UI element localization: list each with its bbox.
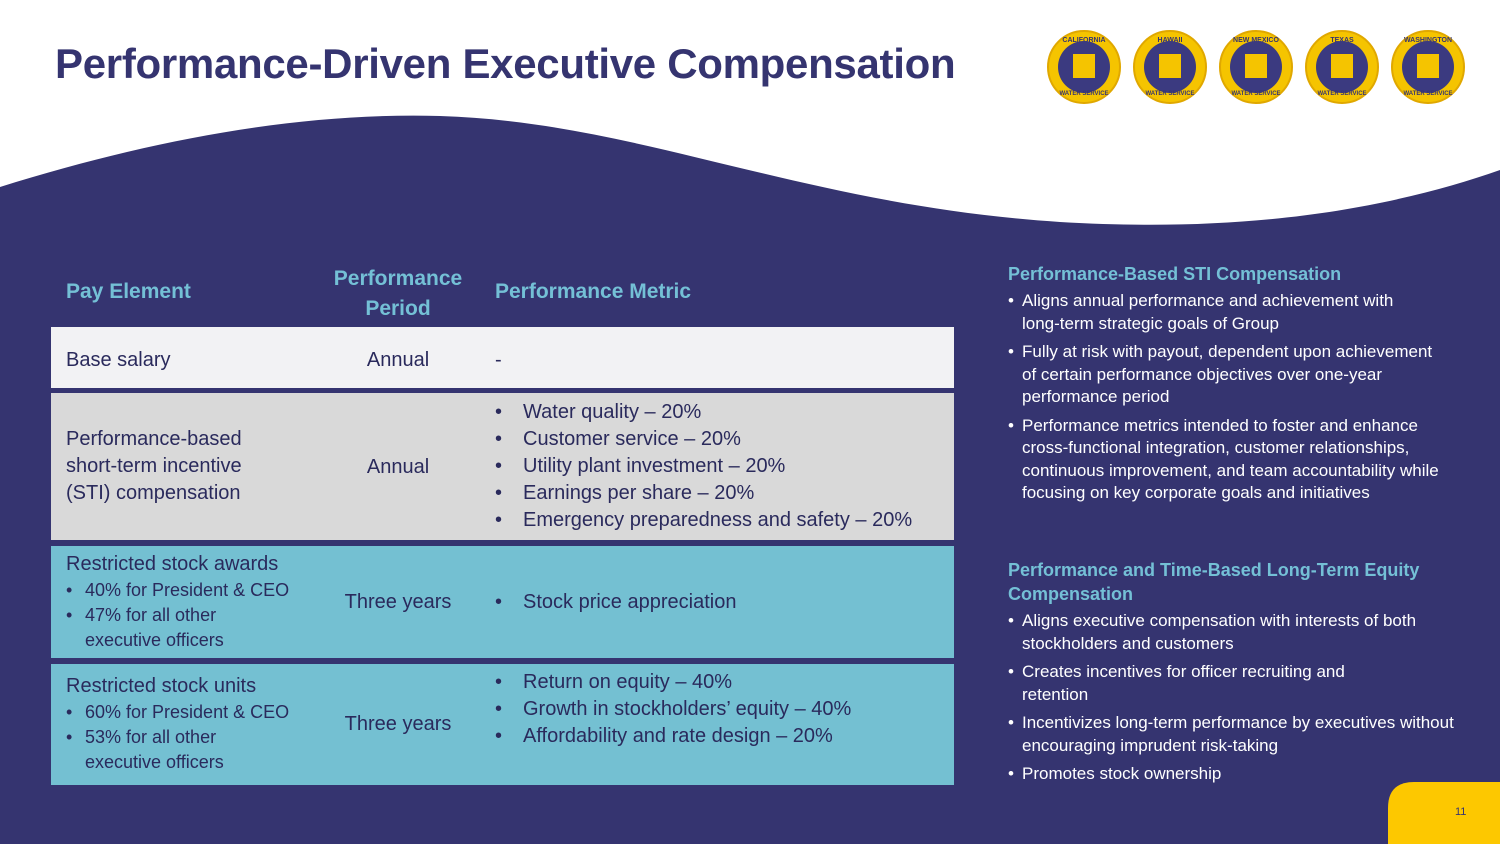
list-item: Performance metrics intended to foster a…: [1008, 415, 1458, 505]
new-mexico-water-service-logo: NEW MEXICO WATER SERVICE: [1219, 30, 1293, 104]
page-title: Performance-Driven Executive Compensatio…: [55, 40, 956, 87]
pay-element-cell: Restricted stock awards 40% for Presiden…: [66, 551, 316, 653]
lti-heading: Performance and Time-Based Long-Term Equ…: [1008, 560, 1420, 604]
metric-list: Return on equity – 40% Growth in stockho…: [495, 669, 950, 750]
logo-top-text: TEXAS: [1307, 37, 1377, 44]
texas-water-service-logo: TEXAS WATER SERVICE: [1305, 30, 1379, 104]
metric-list: Stock price appreciation: [495, 589, 950, 616]
hawaii-map-icon: [1159, 54, 1181, 78]
california-map-icon: [1073, 54, 1095, 78]
washington-water-service-logo: WASHINGTON WATER SERVICE: [1391, 30, 1465, 104]
logo-bottom-text: WATER SERVICE: [1403, 91, 1453, 97]
table-row: Performance-based short-term incentive (…: [51, 393, 954, 540]
period-cell: Annual: [366, 456, 430, 478]
header-pay-element: Pay Element: [66, 280, 191, 303]
list-item: Customer service – 20%: [495, 426, 950, 453]
logo-bottom-text: WATER SERVICE: [1145, 91, 1195, 97]
pay-element-cell: Performance-based short-term incentive (…: [66, 428, 242, 504]
page-number: 11: [1455, 806, 1467, 818]
list-item: Creates incentives for officer recruitin…: [1008, 661, 1407, 706]
list-item: Water quality – 20%: [495, 399, 950, 426]
list-item: Aligns annual performance and achievemen…: [1008, 290, 1412, 335]
allocation-list: 60% for President & CEO 53% for all othe…: [66, 700, 316, 775]
new-mexico-map-icon: [1245, 54, 1267, 78]
metric-list: Water quality – 20% Customer service – 2…: [495, 399, 950, 534]
sti-heading: Performance-Based STI Compensation: [1008, 264, 1342, 284]
table-row: Restricted stock units 60% for President…: [51, 664, 954, 785]
list-item: Return on equity – 40%: [495, 669, 950, 696]
texas-map-icon: [1331, 54, 1353, 78]
list-item: Aligns executive compensation with inter…: [1008, 610, 1422, 655]
lti-compensation-panel: Performance and Time-Based Long-Term Equ…: [1008, 558, 1458, 792]
pay-element-title: Restricted stock units: [66, 675, 257, 697]
pay-element-cell: Restricted stock units 60% for President…: [66, 673, 316, 775]
logo-bottom-text: WATER SERVICE: [1231, 91, 1281, 97]
list-item: 40% for President & CEO: [66, 578, 316, 603]
table-row: Base salary Annual -: [51, 327, 954, 388]
logo-bottom-text: WATER SERVICE: [1059, 91, 1109, 97]
list-item: Growth in stockholders’ equity – 40%: [495, 696, 950, 723]
list-item: 60% for President & CEO: [66, 700, 316, 725]
logo-top-text: HAWAII: [1135, 37, 1205, 44]
list-item: Incentivizes long-term performance by ex…: [1008, 712, 1458, 757]
allocation-list: 40% for President & CEO 47% for all othe…: [66, 578, 316, 653]
logo-bottom-text: WATER SERVICE: [1317, 91, 1367, 97]
washington-map-icon: [1417, 54, 1439, 78]
pay-element-cell: Base salary: [66, 349, 171, 371]
list-item: 47% for all other executive officers: [66, 603, 265, 653]
california-water-service-logo: CALIFORNIA WATER SERVICE: [1047, 30, 1121, 104]
period-cell: Three years: [344, 713, 452, 735]
logo-top-text: CALIFORNIA: [1049, 37, 1119, 44]
list-item: Emergency preparedness and safety – 20%: [495, 507, 950, 534]
logo-top-text: NEW MEXICO: [1221, 37, 1291, 44]
list-item: Stock price appreciation: [495, 589, 950, 616]
pay-element-title: Restricted stock awards: [66, 553, 279, 575]
list-item: Utility plant investment – 20%: [495, 453, 950, 480]
list-item: Affordability and rate design – 20%: [495, 723, 950, 750]
list-item: Earnings per share – 20%: [495, 480, 950, 507]
metric-cell: -: [495, 349, 502, 371]
period-cell: Three years: [344, 591, 452, 613]
table-row: Restricted stock awards 40% for Presiden…: [51, 546, 954, 658]
header-performance-metric: Performance Metric: [495, 280, 692, 303]
state-logos: CALIFORNIA WATER SERVICE HAWAII WATER SE…: [1047, 30, 1465, 104]
sti-compensation-panel: Performance-Based STI Compensation Align…: [1008, 262, 1458, 511]
period-cell: Annual: [366, 349, 430, 371]
list-item: Promotes stock ownership: [1008, 763, 1458, 786]
hawaii-water-service-logo: HAWAII WATER SERVICE: [1133, 30, 1207, 104]
header-performance-period: Performance Period: [333, 267, 463, 320]
list-item: 53% for all other executive officers: [66, 725, 265, 775]
logo-top-text: WASHINGTON: [1393, 37, 1463, 44]
lti-bullet-list: Aligns executive compensation with inter…: [1008, 610, 1458, 786]
sti-bullet-list: Aligns annual performance and achievemen…: [1008, 290, 1458, 505]
list-item: Fully at risk with payout, dependent upo…: [1008, 341, 1442, 409]
